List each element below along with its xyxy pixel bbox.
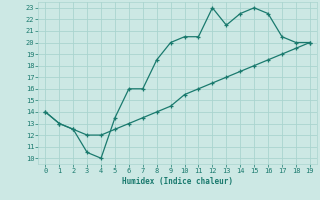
X-axis label: Humidex (Indice chaleur): Humidex (Indice chaleur) [122, 177, 233, 186]
